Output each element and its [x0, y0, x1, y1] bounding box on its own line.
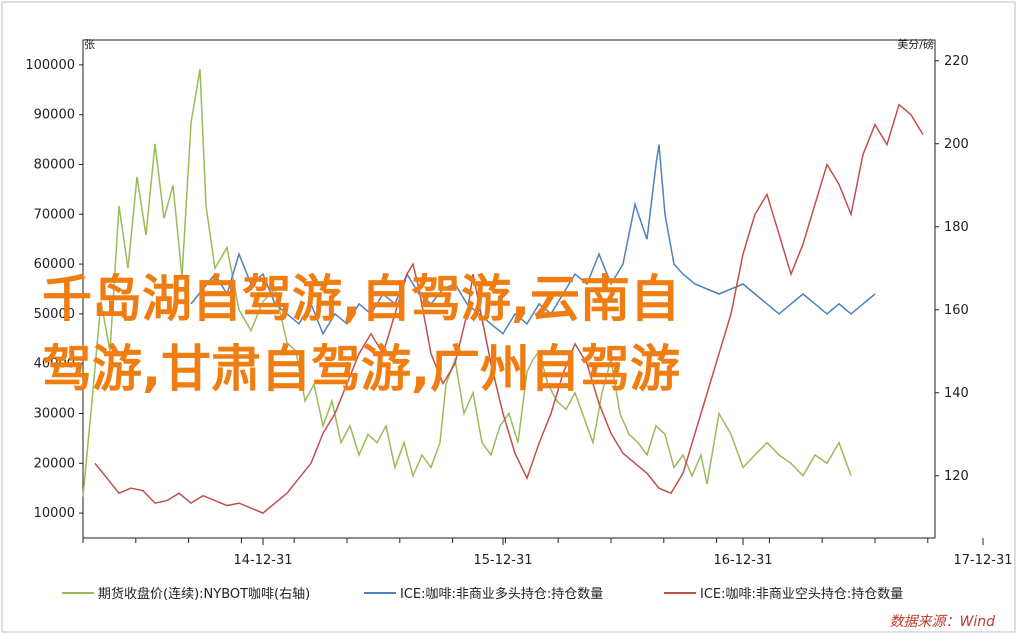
right-axis: 220 200 180 160 140 120	[935, 54, 969, 484]
legend-label-coffee-price: 期货收盘价(连续):NYBOT咖啡(右轴)	[98, 586, 310, 602]
left-axis-tick-label: 50000	[34, 307, 75, 322]
right-axis-tick-label: 120	[944, 469, 969, 484]
x-axis-tick-label: 17-12-31	[953, 553, 1012, 568]
series-layer	[82, 68, 924, 514]
left-axis-tick-label: 80000	[34, 158, 75, 173]
left-axis-unit: 张	[84, 38, 95, 51]
source-note: 数据来源：Wind	[890, 614, 996, 630]
right-axis-tick-label: 200	[944, 137, 969, 152]
overlay-text-line-2: 驾游,甘肃自驾游,广州自驾游	[42, 340, 680, 398]
left-axis-tick-label: 10000	[34, 506, 75, 521]
left-axis-tick-label: 20000	[34, 456, 75, 471]
series-line-short-position	[94, 103, 924, 514]
x-axis-tick-label: 16-12-31	[713, 553, 772, 568]
left-axis: 100000 90000 80000 70000 60000 50000 40000 3000…	[25, 58, 83, 521]
plot-area	[82, 39, 936, 539]
right-axis-unit: 美分/磅	[897, 37, 934, 51]
left-axis-tick-label: 40000	[34, 357, 75, 372]
series-line-coffee-price	[82, 68, 852, 497]
legend-label-short-position: ICE:咖啡:非商业空头持仓:持仓数量	[700, 587, 903, 602]
x-axis: 14-12-31 15-12-31 16-12-31 17-12-31	[82, 538, 1013, 568]
left-axis-tick-label: 90000	[34, 108, 75, 123]
left-axis-tick-label: 60000	[34, 257, 75, 272]
right-axis-tick-label: 220	[944, 54, 969, 69]
right-axis-tick-label: 180	[944, 220, 969, 235]
legend: 期货收盘价(连续):NYBOT咖啡(右轴) ICE:咖啡:非商业多头持仓:持仓数…	[62, 586, 903, 602]
overlay-text-line-1: 千岛湖自驾游,自驾游,云南自	[42, 270, 680, 328]
left-axis-tick-label: 30000	[34, 407, 75, 422]
left-axis-tick-label: 100000	[25, 58, 75, 73]
right-axis-tick-label: 160	[944, 303, 969, 318]
left-axis-tick-label: 70000	[34, 207, 75, 222]
series-line-long-position	[190, 144, 876, 336]
x-axis-tick-label: 15-12-31	[473, 553, 532, 568]
x-axis-tick-label: 14-12-31	[233, 553, 292, 568]
legend-label-long-position: ICE:咖啡:非商业多头持仓:持仓数量	[400, 586, 603, 602]
right-axis-tick-label: 140	[944, 386, 969, 401]
